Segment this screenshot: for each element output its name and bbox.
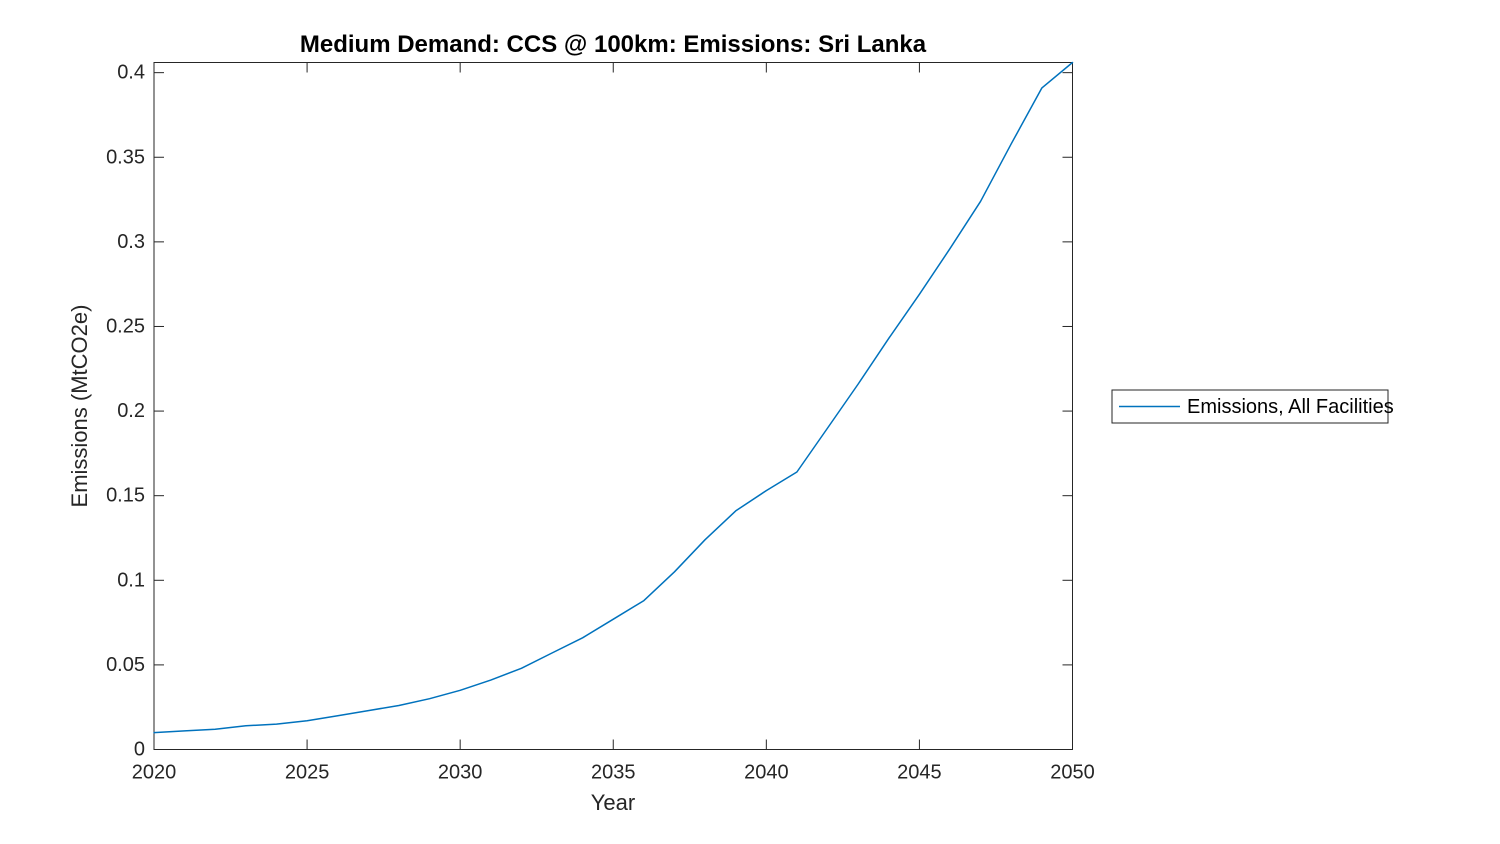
x-tick-label: 2030 bbox=[438, 762, 483, 784]
y-tick-label: 0.15 bbox=[106, 485, 145, 507]
y-tick-label: 0.2 bbox=[117, 400, 145, 422]
y-tick-label: 0 bbox=[134, 739, 145, 761]
y-tick-label: 0.1 bbox=[117, 569, 145, 591]
x-tick-label: 2020 bbox=[132, 762, 177, 784]
plot-area-box bbox=[153, 62, 1073, 750]
x-tick-label: 2050 bbox=[1050, 762, 1095, 784]
y-axis-label: Emissions (MtCO2e) bbox=[67, 305, 92, 508]
legend-label: Emissions, All Facilities bbox=[1187, 396, 1394, 418]
y-tick-label: 0.25 bbox=[106, 315, 145, 337]
x-tick-label: 2035 bbox=[591, 762, 636, 784]
x-tick-label: 2045 bbox=[897, 762, 942, 784]
x-tick-label: 2025 bbox=[285, 762, 330, 784]
legend: Emissions, All Facilities bbox=[1111, 389, 1394, 424]
emissions-line bbox=[153, 61, 1074, 734]
series-group bbox=[153, 61, 1074, 734]
y-tick-label: 0.3 bbox=[117, 231, 145, 253]
axis-tick-labels: 2020 2025 2030 2035 2040 2045 2050 0 0.05 0.1 0.15… bbox=[106, 62, 1095, 784]
y-tick-label: 0.05 bbox=[106, 654, 145, 676]
y-tick-label: 0.35 bbox=[106, 146, 145, 168]
x-axis-label: Year bbox=[591, 790, 635, 815]
y-tick-label: 0.4 bbox=[117, 62, 145, 84]
x-tick-label: 2040 bbox=[744, 762, 789, 784]
chart-title: Medium Demand: CCS @ 100km: Emissions: S… bbox=[300, 31, 927, 58]
axis-ticks bbox=[153, 62, 1073, 750]
